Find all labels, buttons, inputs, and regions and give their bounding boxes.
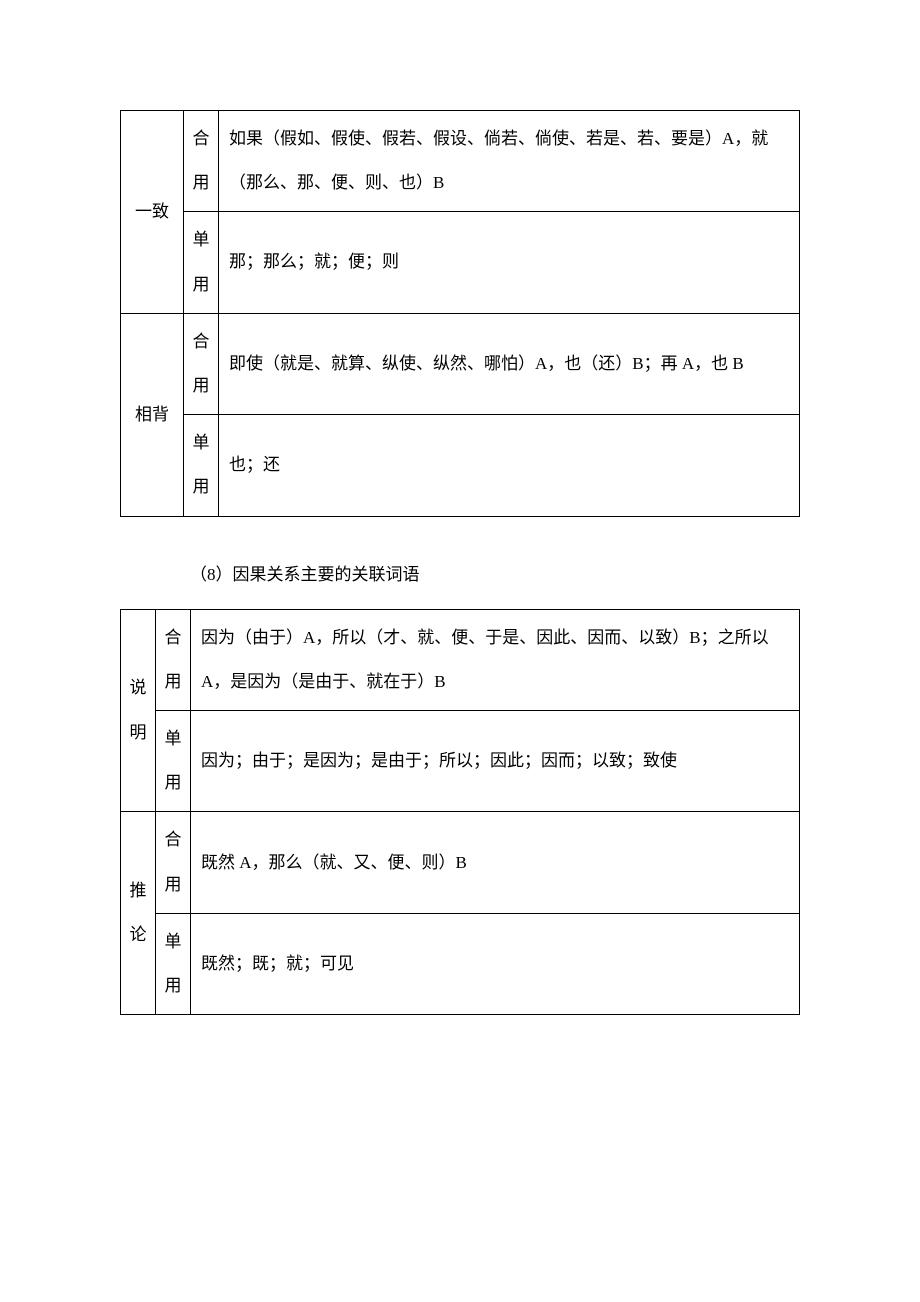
- type-cell: 合 用: [156, 812, 191, 913]
- category-cell: 相背: [121, 313, 184, 516]
- table-row: 相背 合 用 即使（就是、就算、纵使、纵然、哪怕）A，也（还）B；再 A，也 B: [121, 313, 800, 414]
- table-row: 单 用 既然；既；就；可见: [121, 913, 800, 1014]
- section-title: （8）因果关系主要的关联词语: [120, 553, 800, 597]
- category-cell: 一致: [121, 111, 184, 314]
- table-conditional-conjunctions: 一致 合 用 如果（假如、假使、假若、假设、倘若、倘使、若是、若、要是）A，就（…: [120, 110, 800, 517]
- content-cell: 那；那么；就；便；则: [219, 212, 800, 313]
- type-cell: 单 用: [156, 711, 191, 812]
- table-row: 一致 合 用 如果（假如、假使、假若、假设、倘若、倘使、若是、若、要是）A，就（…: [121, 111, 800, 212]
- type-cell: 合 用: [184, 313, 219, 414]
- type-cell: 单 用: [156, 913, 191, 1014]
- table-row: 推 论 合 用 既然 A，那么（就、又、便、则）B: [121, 812, 800, 913]
- category-cell: 推 论: [121, 812, 156, 1015]
- content-cell: 也；还: [219, 415, 800, 516]
- table-row: 说 明 合 用 因为（由于）A，所以（才、就、便、于是、因此、因而、以致）B；之…: [121, 609, 800, 710]
- content-cell: 因为（由于）A，所以（才、就、便、于是、因此、因而、以致）B；之所以 A，是因为…: [191, 609, 800, 710]
- content-cell: 既然；既；就；可见: [191, 913, 800, 1014]
- table-row: 单 用 因为；由于；是因为；是由于；所以；因此；因而；以致；致使: [121, 711, 800, 812]
- content-cell: 如果（假如、假使、假若、假设、倘若、倘使、若是、若、要是）A，就（那么、那、便、…: [219, 111, 800, 212]
- table-row: 单 用 那；那么；就；便；则: [121, 212, 800, 313]
- content-cell: 即使（就是、就算、纵使、纵然、哪怕）A，也（还）B；再 A，也 B: [219, 313, 800, 414]
- content-cell: 既然 A，那么（就、又、便、则）B: [191, 812, 800, 913]
- type-cell: 单 用: [184, 415, 219, 516]
- category-cell: 说 明: [121, 609, 156, 812]
- table-row: 单 用 也；还: [121, 415, 800, 516]
- type-cell: 单 用: [184, 212, 219, 313]
- table-causal-conjunctions: 说 明 合 用 因为（由于）A，所以（才、就、便、于是、因此、因而、以致）B；之…: [120, 609, 800, 1016]
- page-content: 一致 合 用 如果（假如、假使、假若、假设、倘若、倘使、若是、若、要是）A，就（…: [0, 0, 920, 1171]
- type-cell: 合 用: [184, 111, 219, 212]
- content-cell: 因为；由于；是因为；是由于；所以；因此；因而；以致；致使: [191, 711, 800, 812]
- type-cell: 合 用: [156, 609, 191, 710]
